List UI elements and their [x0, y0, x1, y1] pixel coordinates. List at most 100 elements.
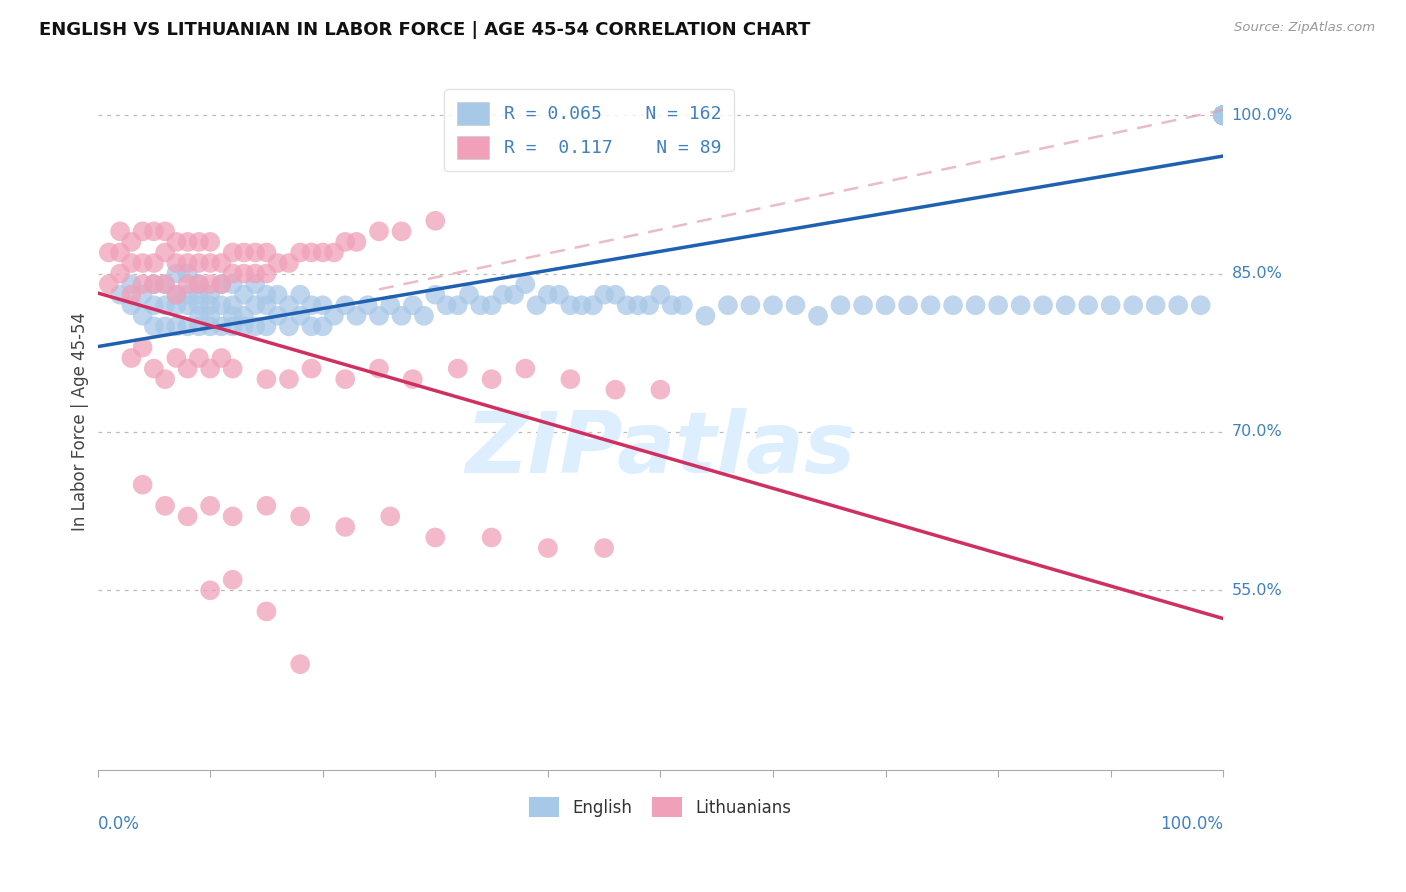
Point — [1212, 108, 1234, 122]
Point — [209, 256, 232, 270]
Point — [254, 372, 277, 386]
Point — [638, 298, 661, 312]
Point — [335, 520, 357, 534]
Point — [221, 361, 243, 376]
Point — [187, 277, 209, 292]
Point — [187, 309, 209, 323]
Point — [153, 245, 176, 260]
Point — [221, 277, 243, 292]
Point — [142, 256, 165, 270]
Point — [131, 277, 153, 292]
Text: 85.0%: 85.0% — [1232, 266, 1282, 281]
Point — [1212, 108, 1234, 122]
Point — [661, 298, 683, 312]
Point — [165, 351, 187, 365]
Point — [380, 509, 402, 524]
Point — [1212, 108, 1234, 122]
Point — [290, 509, 312, 524]
Point — [1212, 108, 1234, 122]
Point — [616, 298, 638, 312]
Point — [153, 224, 176, 238]
Point — [153, 277, 176, 292]
Point — [153, 319, 176, 334]
Y-axis label: In Labor Force | Age 45-54: In Labor Force | Age 45-54 — [72, 312, 89, 531]
Point — [875, 298, 897, 312]
Point — [1212, 108, 1234, 122]
Point — [243, 245, 266, 260]
Point — [254, 499, 277, 513]
Point — [560, 372, 582, 386]
Point — [987, 298, 1010, 312]
Point — [232, 287, 254, 301]
Point — [142, 319, 165, 334]
Point — [1212, 108, 1234, 122]
Point — [312, 245, 335, 260]
Point — [278, 298, 301, 312]
Point — [1212, 108, 1234, 122]
Point — [187, 298, 209, 312]
Point — [120, 298, 142, 312]
Point — [254, 245, 277, 260]
Point — [209, 351, 232, 365]
Point — [165, 235, 187, 249]
Point — [402, 298, 425, 312]
Point — [1212, 108, 1234, 122]
Point — [425, 214, 447, 228]
Point — [526, 298, 548, 312]
Point — [209, 319, 232, 334]
Point — [198, 298, 221, 312]
Point — [153, 499, 176, 513]
Point — [301, 361, 323, 376]
Point — [1212, 108, 1234, 122]
Point — [176, 509, 198, 524]
Point — [436, 298, 458, 312]
Point — [368, 361, 391, 376]
Point — [582, 298, 605, 312]
Point — [232, 319, 254, 334]
Point — [650, 287, 672, 301]
Point — [1212, 108, 1234, 122]
Text: 0.0%: 0.0% — [97, 815, 139, 833]
Point — [187, 319, 209, 334]
Point — [278, 372, 301, 386]
Point — [165, 319, 187, 334]
Point — [391, 309, 413, 323]
Point — [108, 287, 131, 301]
Point — [1212, 108, 1234, 122]
Point — [717, 298, 740, 312]
Point — [165, 256, 187, 270]
Point — [1212, 108, 1234, 122]
Point — [142, 277, 165, 292]
Point — [740, 298, 762, 312]
Point — [481, 298, 503, 312]
Point — [266, 256, 288, 270]
Point — [254, 267, 277, 281]
Point — [391, 224, 413, 238]
Point — [1212, 108, 1234, 122]
Point — [481, 531, 503, 545]
Point — [312, 319, 335, 334]
Point — [301, 319, 323, 334]
Point — [232, 245, 254, 260]
Point — [120, 256, 142, 270]
Point — [243, 277, 266, 292]
Point — [254, 319, 277, 334]
Point — [605, 383, 627, 397]
Point — [1167, 298, 1189, 312]
Point — [1054, 298, 1077, 312]
Text: Source: ZipAtlas.com: Source: ZipAtlas.com — [1234, 21, 1375, 34]
Point — [1212, 108, 1234, 122]
Legend: English, Lithuanians: English, Lithuanians — [523, 790, 799, 824]
Point — [232, 309, 254, 323]
Point — [1212, 108, 1234, 122]
Point — [198, 256, 221, 270]
Point — [290, 245, 312, 260]
Point — [323, 245, 346, 260]
Point — [1212, 108, 1234, 122]
Point — [1212, 108, 1234, 122]
Point — [254, 604, 277, 618]
Point — [165, 287, 187, 301]
Point — [1212, 108, 1234, 122]
Point — [176, 319, 198, 334]
Point — [537, 287, 560, 301]
